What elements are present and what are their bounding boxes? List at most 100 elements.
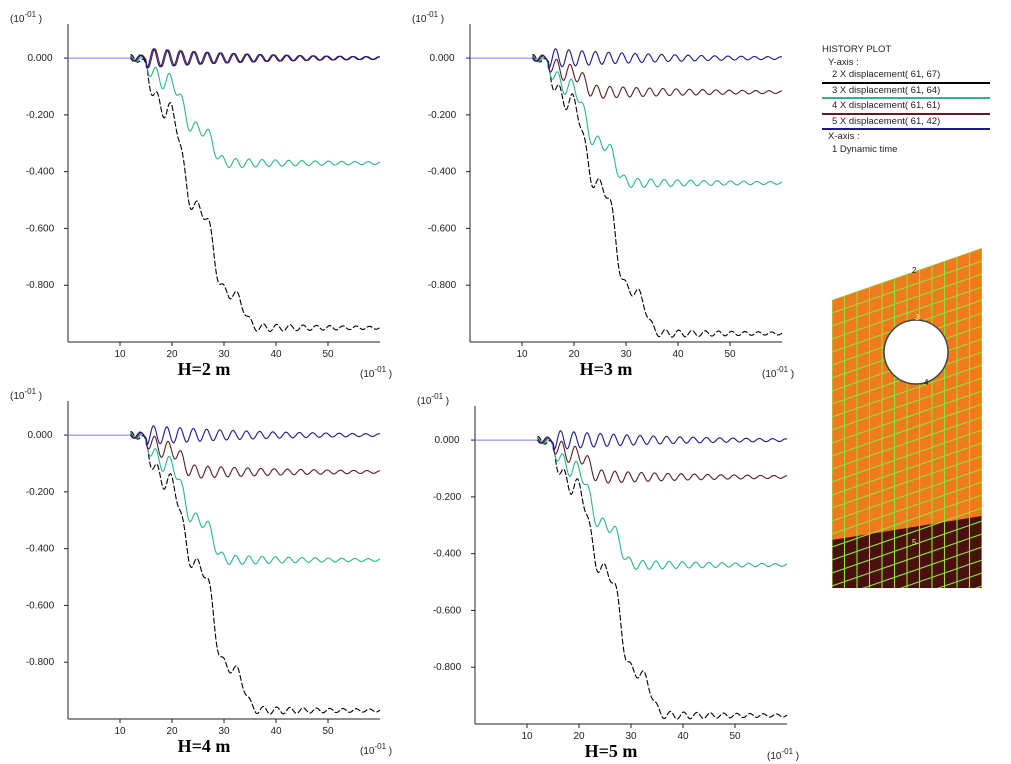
series-line-4 (531, 55, 783, 99)
y-tick-label: 0.000 (27, 430, 52, 441)
series-line-3 (537, 436, 788, 571)
mesh-node-label-3: 3 (915, 313, 920, 322)
x-tick-label: 50 (724, 349, 736, 360)
x-tick-label: 50 (322, 349, 334, 360)
mesh-grid-hline (832, 416, 982, 470)
series-line-3 (130, 431, 381, 566)
y-tick-label: -0.600 (428, 223, 457, 234)
mesh-grid-hline (832, 507, 982, 561)
x-scale-label: (10-01 ) (767, 747, 799, 762)
mesh-grid-hline (832, 572, 982, 588)
y-tick-label: -0.400 (433, 549, 462, 560)
mesh-grid-hline (832, 442, 982, 496)
series-line-5 (129, 48, 381, 69)
series-line-4 (129, 48, 381, 69)
chart-caption: H=3 m (580, 359, 633, 379)
x-tick-label: 30 (218, 349, 230, 360)
legend-x-axis-label: X-axis : (828, 131, 860, 142)
y-tick-label: -0.800 (428, 280, 457, 291)
mesh-grid (832, 248, 982, 588)
x-tick-label: 30 (625, 731, 637, 742)
mesh-grid-hline (832, 559, 982, 588)
legend-title: HISTORY PLOT (822, 44, 892, 55)
series-line-4 (536, 437, 788, 484)
mesh-node-label-2: 2 (912, 266, 917, 275)
series-line-5 (129, 425, 381, 446)
mesh-node-label-5: 5 (912, 538, 917, 547)
series-line-2 (537, 436, 788, 720)
mesh-grid-hline (832, 481, 982, 535)
x-tick-label: 50 (729, 731, 741, 742)
x-tick-label: 30 (620, 349, 632, 360)
chart-caption: H=5 m (585, 741, 638, 761)
mesh-grid-hline (832, 390, 982, 444)
x-tick-label: 10 (521, 731, 533, 742)
legend-y-axis-label: Y-axis : (828, 56, 859, 68)
series-line-4 (129, 432, 381, 479)
x-tick-label: 40 (677, 731, 689, 742)
series-line-2 (130, 431, 381, 715)
x-tick-label: 20 (166, 349, 178, 360)
model-mesh-image: 2 3 4 5 (832, 248, 982, 588)
y-tick-label: -0.800 (433, 662, 462, 673)
y-tick-label: -0.200 (26, 110, 55, 121)
mesh-grid-hline (832, 585, 982, 588)
mesh-grid-hline (832, 429, 982, 483)
mesh-grid-hline (832, 468, 982, 522)
x-tick-label: 10 (114, 349, 126, 360)
y-tick-label: -0.800 (26, 657, 55, 668)
series-line-5 (536, 430, 788, 451)
mesh-grid-hline (832, 533, 982, 587)
history-plot-legend: HISTORY PLOT Y-axis : 2 X displacement( … (822, 44, 990, 156)
series-line-2 (130, 54, 381, 333)
x-tick-label: 40 (270, 726, 282, 737)
x-tick-label: 30 (218, 726, 230, 737)
x-tick-label: 20 (166, 726, 178, 737)
y-tick-label: -0.400 (26, 544, 55, 555)
mesh-node-label-4: 4 (924, 378, 929, 387)
mesh-grid-hline (832, 520, 982, 574)
mesh-grid-hline (832, 403, 982, 457)
y-tick-label: -0.600 (26, 600, 55, 611)
y-tick-label: -0.200 (428, 110, 457, 121)
y-tick-label: -0.400 (26, 167, 55, 178)
chart-caption: H=4 m (178, 736, 231, 756)
mesh-grid-hline (832, 377, 982, 431)
mesh-tunnel-opening (883, 319, 949, 385)
series-line-3 (130, 54, 381, 169)
y-tick-label: 0.000 (429, 53, 454, 64)
x-tick-label: 10 (114, 726, 126, 737)
y-scale-label: (10-01 ) (417, 392, 449, 407)
x-tick-label: 40 (672, 349, 684, 360)
y-tick-label: -0.400 (428, 167, 457, 178)
x-tick-label: 40 (270, 349, 282, 360)
y-tick-label: -0.800 (26, 280, 55, 291)
legend-x-item: 1 Dynamic time (832, 143, 898, 155)
mesh-grid-hline (832, 260, 982, 314)
x-tick-label: 10 (516, 349, 528, 360)
x-tick-label: 20 (573, 731, 585, 742)
mesh-grid-hline (832, 286, 982, 340)
mesh-grid-hline (832, 273, 982, 327)
x-tick-label: 50 (322, 726, 334, 737)
y-tick-label: -0.200 (433, 492, 462, 503)
x-tick-label: 20 (568, 349, 580, 360)
mesh-grid-hline (832, 455, 982, 509)
legend-item-2: 2 X displacement( 61, 67) (822, 69, 990, 84)
y-tick-label: 0.000 (27, 53, 52, 64)
legend-item-5: 5 X displacement( 61, 42) (822, 116, 990, 130)
mesh-grid-hline (832, 494, 982, 548)
y-tick-label: -0.200 (26, 487, 55, 498)
mesh-grid-hline (832, 364, 982, 418)
y-tick-label: -0.600 (26, 223, 55, 234)
series-line-5 (531, 48, 783, 69)
series-line-3 (532, 54, 783, 189)
chart-caption: H=2 m (178, 359, 231, 379)
series-line-2 (532, 54, 783, 338)
y-tick-label: 0.000 (434, 435, 459, 446)
mesh-grid-hline (832, 546, 982, 588)
